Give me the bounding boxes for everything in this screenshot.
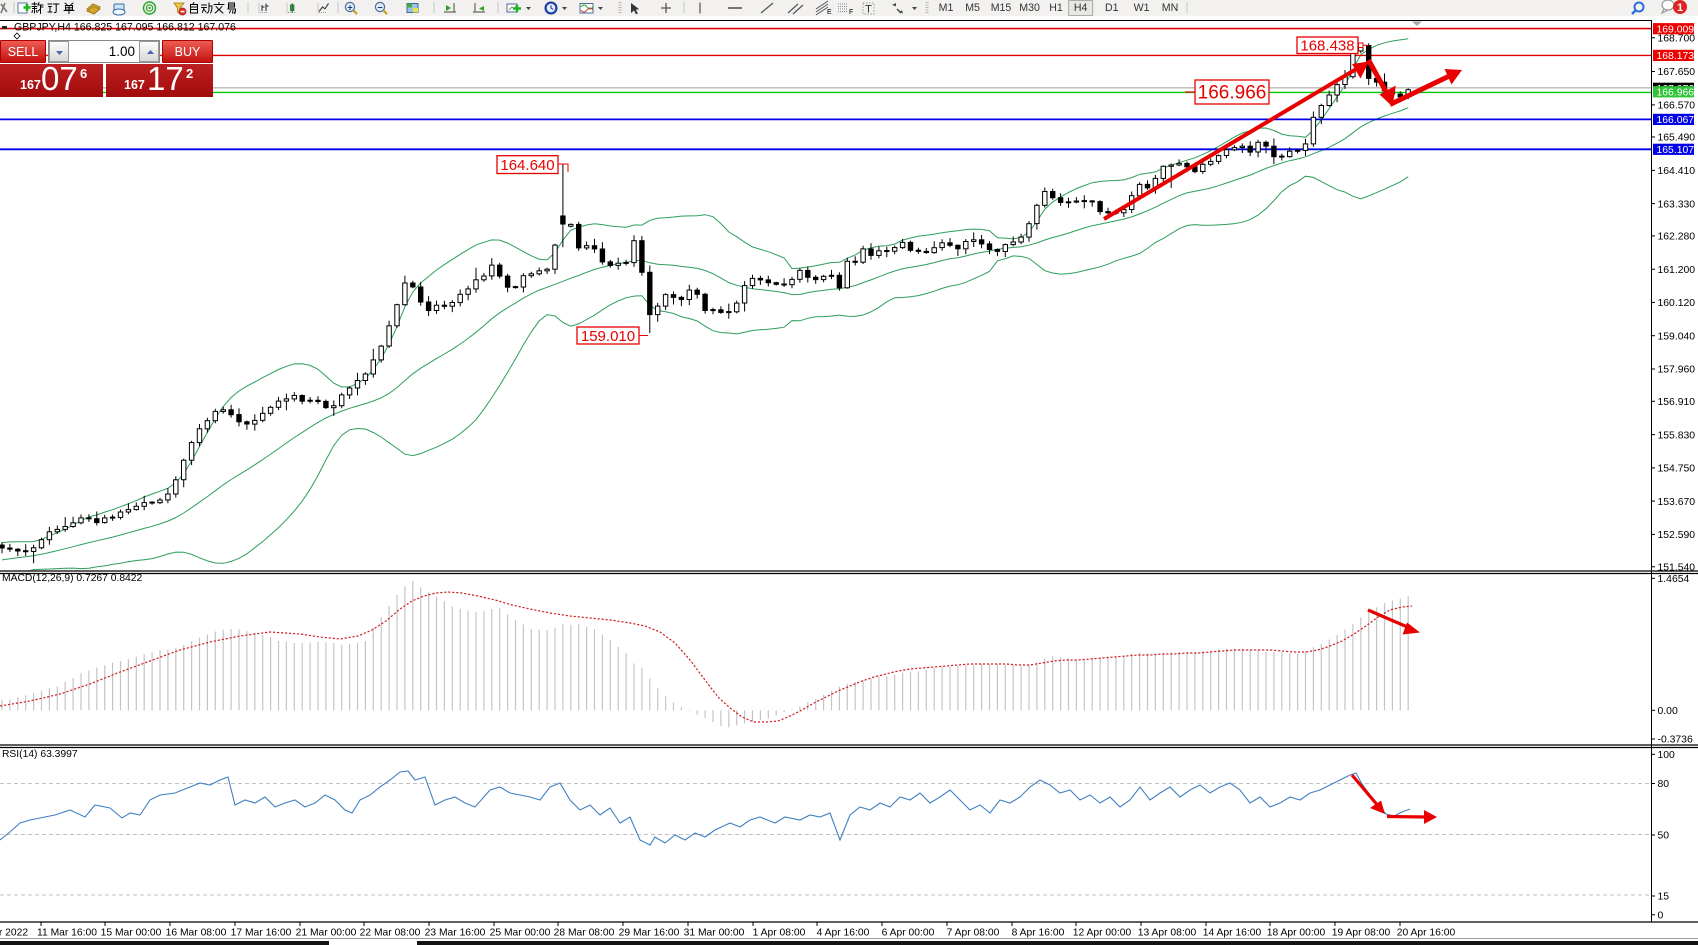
svg-text:25 Mar 00:00: 25 Mar 00:00	[490, 928, 551, 939]
svg-text:156.910: 156.910	[1658, 397, 1696, 408]
svg-text:W1: W1	[1134, 2, 1150, 14]
svg-text:E: E	[827, 9, 832, 16]
svg-text:151.540: 151.540	[1658, 563, 1696, 574]
svg-text:6 Apr 00:00: 6 Apr 00:00	[882, 928, 935, 939]
svg-text:12 Apr 00:00: 12 Apr 00:00	[1073, 928, 1132, 939]
svg-text:18 Apr 00:00: 18 Apr 00:00	[1267, 928, 1326, 939]
svg-text:19 Apr 08:00: 19 Apr 08:00	[1332, 928, 1391, 939]
svg-text:9 Mar 2022: 9 Mar 2022	[0, 928, 28, 939]
svg-text:100: 100	[1658, 750, 1676, 761]
svg-text:0.00: 0.00	[1658, 706, 1678, 717]
svg-text:159.010: 159.010	[581, 328, 635, 345]
svg-text:154.750: 154.750	[1658, 464, 1696, 475]
svg-text:1.4654: 1.4654	[1658, 574, 1690, 585]
svg-text:GBPJPY,H4 166.825 167.095 166.: GBPJPY,H4 166.825 167.095 166.812 167.07…	[14, 22, 236, 34]
svg-text:80: 80	[1658, 779, 1670, 790]
svg-text:28 Mar 08:00: 28 Mar 08:00	[554, 928, 615, 939]
svg-text:4 Apr 16:00: 4 Apr 16:00	[817, 928, 870, 939]
svg-text:13 Apr 08:00: 13 Apr 08:00	[1138, 928, 1197, 939]
svg-text:167.650: 167.650	[1658, 67, 1696, 78]
svg-text:166.966: 166.966	[1198, 83, 1267, 104]
svg-text:M15: M15	[991, 2, 1012, 14]
svg-text:22 Mar 08:00: 22 Mar 08:00	[360, 928, 421, 939]
svg-text:168.700: 168.700	[1658, 34, 1696, 45]
svg-text:0: 0	[1658, 911, 1664, 922]
svg-text:7 Apr 08:00: 7 Apr 08:00	[947, 928, 1000, 939]
svg-text:152.590: 152.590	[1658, 530, 1696, 541]
svg-text:F: F	[849, 9, 853, 16]
svg-text:162.280: 162.280	[1658, 232, 1696, 243]
svg-text:1 Apr 08:00: 1 Apr 08:00	[753, 928, 806, 939]
svg-text:H4: H4	[1074, 2, 1088, 14]
svg-text:164.410: 164.410	[1658, 166, 1696, 177]
svg-text:165.107: 165.107	[1657, 145, 1695, 156]
svg-text:MACD(12,26,9) 0.7267 0.8422: MACD(12,26,9) 0.7267 0.8422	[2, 573, 143, 584]
svg-text:165.490: 165.490	[1658, 133, 1696, 144]
svg-text:23 Mar 16:00: 23 Mar 16:00	[425, 928, 486, 939]
svg-text:169.009: 169.009	[1657, 24, 1695, 35]
svg-text:160.120: 160.120	[1658, 298, 1696, 309]
svg-text:50: 50	[1658, 831, 1670, 842]
svg-text:164.640: 164.640	[500, 157, 554, 174]
svg-text:H1: H1	[1049, 2, 1063, 14]
svg-text:M1: M1	[939, 2, 954, 14]
svg-text:31 Mar 00:00: 31 Mar 00:00	[684, 928, 745, 939]
svg-text:-0.3736: -0.3736	[1658, 735, 1693, 746]
svg-text:−: −	[377, 2, 382, 12]
svg-text:20 Apr 16:00: 20 Apr 16:00	[1397, 928, 1456, 939]
svg-text:159.040: 159.040	[1658, 331, 1696, 342]
svg-text:T: T	[865, 4, 872, 16]
svg-text:166.570: 166.570	[1658, 101, 1696, 112]
svg-text:153.670: 153.670	[1658, 497, 1696, 508]
svg-text:15: 15	[1658, 892, 1670, 903]
svg-text:15 Mar 00:00: 15 Mar 00:00	[101, 928, 162, 939]
svg-text:168.173: 168.173	[1657, 51, 1695, 62]
svg-text:MN: MN	[1162, 2, 1178, 14]
svg-text:17 Mar 16:00: 17 Mar 16:00	[231, 928, 292, 939]
svg-text:157.960: 157.960	[1658, 365, 1696, 376]
svg-text:155.830: 155.830	[1658, 430, 1696, 441]
svg-text:D1: D1	[1105, 2, 1119, 14]
svg-text:16 Mar 08:00: 16 Mar 08:00	[166, 928, 227, 939]
svg-text:168.438: 168.438	[1300, 38, 1354, 55]
svg-text:14 Apr 16:00: 14 Apr 16:00	[1203, 928, 1262, 939]
svg-text:M30: M30	[1019, 2, 1040, 14]
svg-text:161.200: 161.200	[1658, 265, 1696, 276]
svg-text:163.330: 163.330	[1658, 199, 1696, 210]
svg-text:M5: M5	[965, 2, 980, 14]
svg-text:166.966: 166.966	[1657, 88, 1695, 99]
svg-text:29 Mar 16:00: 29 Mar 16:00	[619, 928, 680, 939]
svg-text:166.067: 166.067	[1657, 115, 1695, 126]
svg-text:+: +	[347, 2, 352, 12]
svg-text:1: 1	[1677, 2, 1683, 14]
svg-text:8 Apr 16:00: 8 Apr 16:00	[1012, 928, 1065, 939]
svg-text:11 Mar 16:00: 11 Mar 16:00	[37, 928, 97, 939]
svg-text:RSI(14) 63.3997: RSI(14) 63.3997	[2, 749, 78, 760]
svg-text:21 Mar 00:00: 21 Mar 00:00	[296, 928, 357, 939]
